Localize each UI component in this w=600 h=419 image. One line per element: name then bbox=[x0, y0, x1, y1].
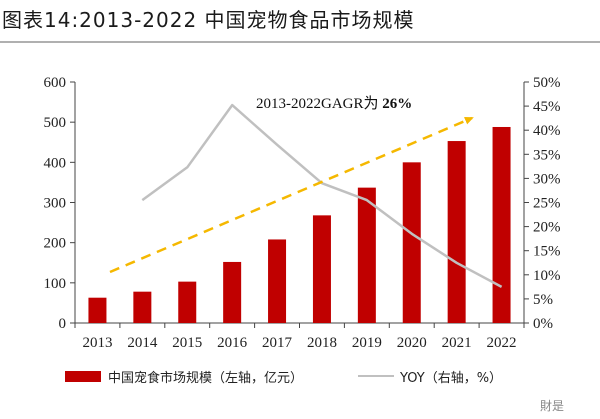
right-axis-tick-label: 20% bbox=[533, 220, 561, 236]
right-axis-tick-label: 35% bbox=[533, 147, 561, 163]
cagr-annotation: 2013-2022GAGR为 26% bbox=[256, 95, 412, 112]
x-axis-tick-label: 2014 bbox=[127, 335, 158, 351]
x-axis-tick-label: 2015 bbox=[172, 335, 202, 351]
left-axis-tick-label: 500 bbox=[44, 115, 67, 131]
left-axis-tick-label: 200 bbox=[44, 236, 67, 252]
title-divider bbox=[0, 41, 600, 43]
x-axis-tick-label: 2017 bbox=[262, 335, 293, 351]
x-axis-tick-label: 2022 bbox=[487, 335, 517, 351]
bar-2017 bbox=[268, 239, 287, 323]
left-axis-tick-label: 600 bbox=[44, 75, 67, 91]
right-axis-tick-label: 30% bbox=[533, 171, 561, 187]
trend-arrow bbox=[109, 116, 474, 274]
cagr-value: 26% bbox=[382, 96, 412, 112]
legend-line-label: YOY（右轴，%） bbox=[399, 371, 502, 386]
right-axis-tick-label: 0% bbox=[533, 316, 553, 332]
right-axis-tick-label: 10% bbox=[533, 268, 561, 284]
left-axis-tick-label: 0 bbox=[59, 316, 67, 332]
right-axis-tick-label: 15% bbox=[533, 244, 561, 260]
legend-bar-label: 中国宠食市场规模（左轴，亿元） bbox=[108, 370, 303, 386]
right-axis-tick-label: 25% bbox=[533, 196, 561, 212]
bar-2013 bbox=[88, 297, 107, 323]
left-axis-tick-label: 100 bbox=[44, 276, 67, 292]
cagr-label: 2013-2022GAGR为 bbox=[256, 95, 382, 112]
x-axis-tick-label: 2013 bbox=[82, 335, 112, 351]
bar-2020 bbox=[402, 162, 421, 323]
x-axis-tick-label: 2019 bbox=[352, 335, 382, 351]
legend-bar-swatch bbox=[65, 371, 101, 382]
bar-2016 bbox=[223, 261, 242, 323]
page-title: 图表14:2013-2022 中国宠物食品市场规模 bbox=[2, 8, 415, 32]
x-axis-tick-label: 2016 bbox=[217, 335, 248, 351]
right-axis-tick-label: 50% bbox=[533, 75, 561, 91]
bar-2015 bbox=[178, 281, 197, 323]
x-axis-tick-label: 2021 bbox=[442, 335, 472, 351]
left-axis-tick-label: 300 bbox=[44, 196, 67, 212]
bar-2019 bbox=[357, 187, 376, 323]
x-axis-tick-label: 2020 bbox=[397, 335, 427, 351]
bar-2018 bbox=[312, 215, 331, 323]
right-axis-tick-label: 45% bbox=[533, 99, 561, 115]
bar-2021 bbox=[447, 141, 466, 323]
watermark: 財是 bbox=[540, 398, 564, 413]
right-axis-tick-label: 40% bbox=[533, 123, 561, 139]
right-axis-tick-label: 5% bbox=[533, 292, 553, 308]
left-axis-tick-label: 400 bbox=[44, 155, 67, 171]
bar-2014 bbox=[133, 291, 152, 323]
x-axis-tick-label: 2018 bbox=[307, 335, 337, 351]
bar-2022 bbox=[492, 126, 511, 323]
